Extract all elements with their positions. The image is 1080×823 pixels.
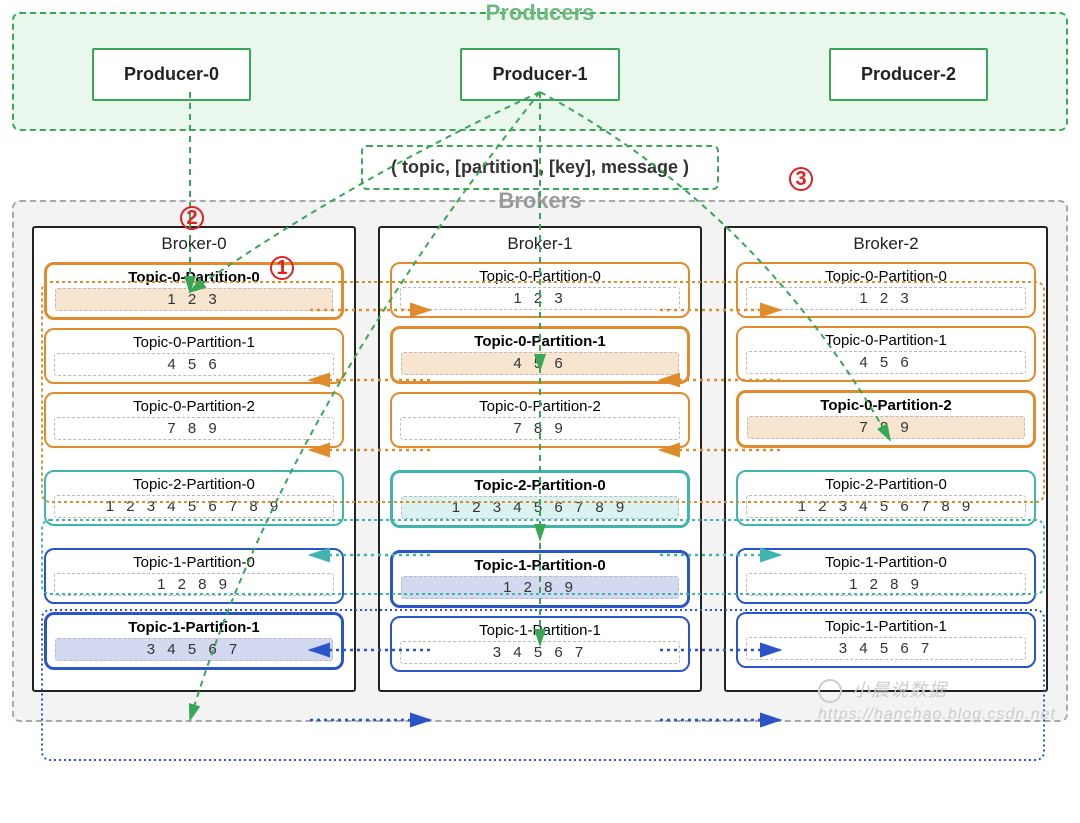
- broker-0-topic1-p1: Topic-1-Partition-1 3 4 5 6 7: [44, 612, 344, 670]
- broker-0-topic0-p2: Topic-0-Partition-2 7 8 9: [44, 392, 344, 448]
- partition-title: Topic-2-Partition-0: [54, 476, 334, 493]
- partition-data: 4 5 6: [746, 351, 1026, 374]
- partition-data: 3 4 5 6 7: [55, 638, 333, 661]
- broker-2-topic0-p2: Topic-0-Partition-2 7 8 9: [736, 390, 1036, 448]
- broker-2-topic1-p1: Topic-1-Partition-1 3 4 5 6 7: [736, 612, 1036, 668]
- wechat-icon: [818, 679, 842, 703]
- broker-2-topic0-p0: Topic-0-Partition-0 1 2 3: [736, 262, 1036, 318]
- partition-title: Topic-0-Partition-2: [747, 397, 1025, 414]
- brokers-row: Broker-01 Topic-0-Partition-0 1 2 3 Topi…: [32, 226, 1048, 692]
- broker-1-topic0-p1: Topic-0-Partition-1 4 5 6: [390, 326, 690, 384]
- partition-data: 7 8 9: [54, 417, 334, 440]
- partition-data: 4 5 6: [401, 352, 679, 375]
- partition-title: Topic-2-Partition-0: [401, 477, 679, 494]
- partition-data: 1 2 8 9: [746, 573, 1026, 596]
- partition-title: Topic-1-Partition-1: [55, 619, 333, 636]
- partition-data: 1 2 3 4 5 6 7 8 9: [401, 496, 679, 519]
- broker-0: Broker-01 Topic-0-Partition-0 1 2 3 Topi…: [32, 226, 356, 692]
- partition-title: Topic-1-Partition-1: [400, 622, 680, 639]
- partition-title: Topic-1-Partition-1: [746, 618, 1026, 635]
- broker-0-title: Broker-0: [44, 234, 344, 254]
- partition-title: Topic-0-Partition-2: [400, 398, 680, 415]
- message-format: ( topic, [partition], [key], message ): [361, 145, 719, 190]
- partition-title: Topic-0-Partition-2: [54, 398, 334, 415]
- partition-title: Topic-0-Partition-1: [54, 334, 334, 351]
- partition-data: 7 8 9: [747, 416, 1025, 439]
- partition-title: Topic-1-Partition-0: [54, 554, 334, 571]
- partition-data: 3 4 5 6 7: [746, 637, 1026, 660]
- broker-2-topic1-p0: Topic-1-Partition-0 1 2 8 9: [736, 548, 1036, 604]
- partition-data: 3 4 5 6 7: [400, 641, 680, 664]
- partition-data: 1 2 8 9: [401, 576, 679, 599]
- broker-2-title: Broker-2: [736, 234, 1036, 254]
- broker-2-topic0-p1: Topic-0-Partition-1 4 5 6: [736, 326, 1036, 382]
- broker-0-topic2-p0: Topic-2-Partition-0 1 2 3 4 5 6 7 8 9: [44, 470, 344, 526]
- partition-title: Topic-0-Partition-0: [400, 268, 680, 285]
- producer-1: Producer-1: [460, 48, 619, 101]
- broker-1-topic0-p2: Topic-0-Partition-2 7 8 9: [390, 392, 690, 448]
- partition-data: 1 2 3: [400, 287, 680, 310]
- broker-1-title: Broker-1: [390, 234, 690, 254]
- partition-data: 1 2 3 4 5 6 7 8 9: [746, 495, 1026, 518]
- broker-2: Broker-2 Topic-0-Partition-0 1 2 3 Topic…: [724, 226, 1048, 692]
- broker-1-topic1-p1: Topic-1-Partition-1 3 4 5 6 7: [390, 616, 690, 672]
- partition-title: Topic-0-Partition-0: [746, 268, 1026, 285]
- partition-data: 1 2 3: [55, 288, 333, 311]
- producer-0: Producer-0: [92, 48, 251, 101]
- watermark-text-2: https://hanchao.blog.csdn.net: [818, 706, 1056, 723]
- producers-section: Producers Producer-0Producer-1Producer-2: [12, 12, 1068, 131]
- broker-1-topic2-p0: Topic-2-Partition-0 1 2 3 4 5 6 7 8 9: [390, 470, 690, 528]
- partition-data: 7 8 9: [400, 417, 680, 440]
- annotation-3: 3: [789, 167, 813, 191]
- brokers-section: Brokers Broker-01 Topic-0-Partition-0 1 …: [12, 200, 1068, 722]
- broker-0-topic1-p0: Topic-1-Partition-0 1 2 8 9: [44, 548, 344, 604]
- partition-title: Topic-0-Partition-1: [746, 332, 1026, 349]
- producers-title: Producers: [478, 0, 603, 26]
- broker-0-topic0-p1: Topic-0-Partition-1 4 5 6: [44, 328, 344, 384]
- broker-0-topic0-p0: Topic-0-Partition-0 1 2 3: [44, 262, 344, 320]
- partition-data: 1 2 3: [746, 287, 1026, 310]
- watermark-text-1: 小晨说数据: [852, 680, 947, 700]
- partition-title: Topic-0-Partition-1: [401, 333, 679, 350]
- partition-title: Topic-1-Partition-0: [401, 557, 679, 574]
- brokers-title: Brokers: [490, 188, 589, 214]
- watermark: 小晨说数据 https://hanchao.blog.csdn.net: [818, 676, 1056, 724]
- partition-data: 4 5 6: [54, 353, 334, 376]
- producer-2: Producer-2: [829, 48, 988, 101]
- broker-1-topic1-p0: Topic-1-Partition-0 1 2 8 9: [390, 550, 690, 608]
- broker-2-topic2-p0: Topic-2-Partition-0 1 2 3 4 5 6 7 8 9: [736, 470, 1036, 526]
- partition-title: Topic-1-Partition-0: [746, 554, 1026, 571]
- broker-1: Broker-1 Topic-0-Partition-0 1 2 3 Topic…: [378, 226, 702, 692]
- broker-1-topic0-p0: Topic-0-Partition-0 1 2 3: [390, 262, 690, 318]
- partition-title: Topic-2-Partition-0: [746, 476, 1026, 493]
- partition-data: 1 2 8 9: [54, 573, 334, 596]
- partition-data: 1 2 3 4 5 6 7 8 9: [54, 495, 334, 518]
- annotation-1: 1: [270, 256, 294, 280]
- annotation-2: 2: [180, 206, 204, 230]
- producers-row: Producer-0 Producer-1 Producer-2: [32, 38, 1048, 111]
